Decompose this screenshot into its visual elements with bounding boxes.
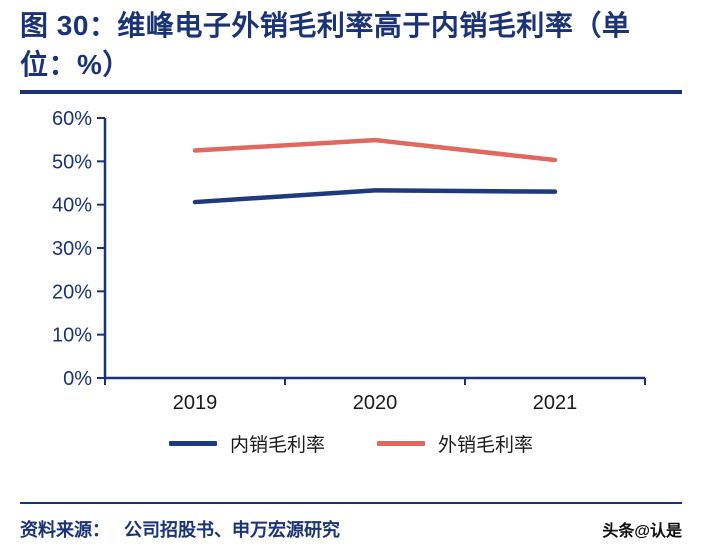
- series-line-0: [192, 188, 558, 205]
- watermark: 头条@认是: [602, 523, 682, 541]
- title-divider: [20, 90, 682, 95]
- data-source: 资料来源： 公司招股书、申万宏源研究: [20, 516, 340, 542]
- report-figure-page: 图 30：维峰电子外销毛利率高于内销毛利率（单位：%） 0% 10% 20% 30% 4…: [20, 10, 682, 542]
- y-tick-label: 40%: [52, 195, 92, 217]
- footer-divider: [20, 502, 682, 505]
- x-tick-label: 2021: [533, 392, 578, 414]
- legend-line-swatch-export: [377, 440, 425, 446]
- line-chart: 0% 10% 20% 30% 40% 50% 60% 2019 2020 2021: [20, 102, 682, 420]
- x-tick-label: 2019: [173, 392, 218, 414]
- source-label: 资料来源：: [20, 520, 110, 541]
- y-tick-label: 20%: [52, 282, 92, 304]
- figure-title: 图 30：维峰电子外销毛利率高于内销毛利率（单位：%）: [20, 10, 631, 81]
- series-line-1: [192, 138, 558, 163]
- y-tick-label: 50%: [52, 152, 92, 174]
- legend-item-domestic: 内销毛利率: [168, 430, 325, 457]
- y-tick-label: 30%: [52, 238, 92, 260]
- line-chart-svg: 0% 10% 20% 30% 40% 50% 60% 2019 2020 2021: [52, 108, 646, 414]
- y-tick-label: 10%: [52, 325, 92, 347]
- legend-line-swatch-domestic: [168, 440, 217, 446]
- chart-legend: 内销毛利率 外销毛利率: [20, 430, 682, 456]
- source-text: 公司招股书、申万宏源研究: [124, 520, 340, 541]
- x-tick-label: 2020: [353, 392, 398, 414]
- legend-item-export: 外销毛利率: [377, 430, 533, 457]
- legend-label-export: 外销毛利率: [438, 434, 534, 456]
- legend-label-domestic: 内销毛利率: [229, 434, 325, 456]
- y-tick-label: 60%: [52, 108, 92, 130]
- footer: 资料来源： 公司招股书、申万宏源研究 头条@认是: [20, 516, 682, 542]
- y-tick-label: 0%: [63, 368, 92, 390]
